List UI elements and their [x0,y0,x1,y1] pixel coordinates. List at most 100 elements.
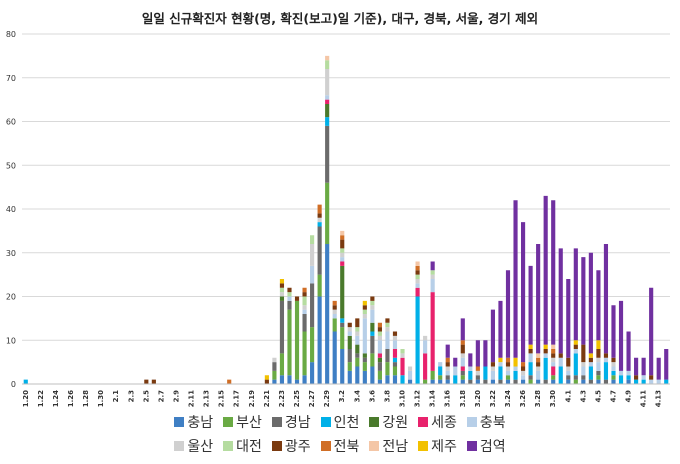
bar-3.24-series-7 [505,366,511,371]
bar-3.4-series-0 [355,366,360,384]
bar-4.2-series-6 [573,349,578,354]
bar-3.16-series-0 [445,379,450,384]
bar-2.22-series-2 [272,362,277,371]
bar-4.2-series-3 [573,353,578,376]
bar-3.20-series-13 [475,340,480,367]
bar-4.5-series-9 [596,349,601,358]
x-tick-label-30: 3.20 [474,390,482,407]
bar-3.14-series-5 [430,292,435,371]
bar-4.7-series-9 [611,357,616,363]
bar-3.28-series-13 [536,244,541,354]
bar-3.1-series-10 [332,300,337,306]
bar-3.27-series-2 [528,375,533,380]
bar-3.14-series-0 [430,379,435,384]
bar-3.15-series-6 [438,362,443,367]
bar-3.2-series-3 [340,318,345,323]
bar-2.23-series-0 [279,375,285,384]
x-tick-label-41: 4.11 [640,390,648,407]
x-tick-label-6: 2.1 [112,390,120,403]
bar-4.11-series-6 [641,375,646,380]
bar-3.7-series-10 [377,322,382,328]
bar-3.6-series-4 [370,322,375,332]
bar-2.29-series-6 [325,95,330,100]
x-tick-label-9: 2.7 [157,390,165,403]
x-tick-label-12: 2.13 [203,390,211,407]
bar-4.3-series-7 [581,362,586,367]
legend-label: 경남 [284,415,311,431]
x-tick-label-34: 3.28 [534,390,542,407]
legend-row-1: 울산 대전 광주 전북 전남 제주 검역 [0,436,680,456]
bar-2.28-series-9 [317,213,322,218]
chart-plot: 0 10 20 30 40 50 60 70 80 1.20 1.22 1.24 1.26 1.28 1.3… [6,30,670,407]
bar-3.16-series-13 [445,344,450,358]
bar-4.5-series-1 [596,375,601,380]
bar-3.14-series-8 [430,270,435,275]
bar-2.23-series-8 [279,287,285,293]
bar-3.7-series-2 [377,362,382,371]
bar-3.6-series-6 [370,309,375,323]
bar-3.5-series-1 [362,362,367,371]
bar-3.22-series-9 [490,362,496,367]
bar-3.13-series-1 [423,379,428,384]
legend-label: 대전 [236,439,262,455]
bar-4.3-series-9 [581,344,586,363]
bar-4.4-series-2 [588,379,593,384]
bar-2.24-series-2 [287,300,292,310]
x-tick-label-11: 2.11 [188,390,196,407]
bar-3.30-series-7 [551,357,556,363]
bar-3.26-series-9 [520,366,526,371]
bar-3.3-series-6 [347,331,352,336]
bar-4.8-series-6 [618,370,624,376]
bar-3.8-series-7 [385,327,390,332]
bar-3.1-series-9 [332,305,337,310]
bar-2.25-series-0 [294,379,300,384]
bar-3.27-series-6 [528,353,533,363]
bar-3.22-series-13 [490,309,496,363]
x-tick-label-29: 3.18 [459,390,467,407]
bar-3.2-series-0 [340,349,345,384]
bar-3.16-series-6 [445,370,450,376]
y-tick-label-8: 80 [6,30,16,39]
bar-3.8-series-6 [385,331,390,349]
bar-2.23-series-1 [279,353,285,376]
bar-3.26-series-6 [520,375,526,380]
bar-3.3-series-0 [347,370,352,384]
bar-2.27-series-8 [310,235,315,244]
bar-3.15-series-0 [438,379,443,384]
bar-3.28-series-7 [536,366,541,371]
legend-swatch [174,441,185,451]
legend-item: 전남 [369,436,408,456]
bar-3.25-series-13 [513,200,518,358]
bar-4.1-series-0 [566,379,571,384]
bar-3.4-series-6 [355,335,360,345]
bar-4.1-series-6 [566,370,571,376]
legend-swatch [418,417,429,427]
bar-3.4-series-2 [355,353,360,358]
bar-3.17-series-3 [453,375,458,384]
bar-3.7-series-0 [377,379,382,384]
bar-4.10-series-3 [634,379,639,384]
x-tick-label-21: 3.2 [338,390,346,403]
legend-swatch [320,417,331,427]
bar-3.22-series-6 [490,370,496,380]
bar-4.7-series-6 [611,366,616,371]
bar-3.12-series-7 [415,279,420,284]
bar-2.28-series-1 [317,274,322,297]
x-tick-label-7: 2.3 [127,390,135,403]
legend-label: 충북 [479,415,506,431]
bar-3.29-series-12 [543,344,548,349]
bar-2.25-series-9 [294,296,300,301]
bar-4.7-series-1 [611,375,616,380]
bar-3.17-series-6 [453,366,458,376]
bar-3.3-series-4 [347,335,352,349]
legend-swatch [418,441,429,451]
bar-3.26-series-0 [520,379,526,384]
bar-2.16-series-10 [227,379,232,384]
bar-2.26-series-7 [302,305,307,310]
bar-3.24-series-10 [505,357,511,363]
legend-label: 검역 [479,439,506,455]
legend-swatch [223,441,234,451]
x-tick-label-39: 4.7 [609,390,617,403]
bar-3.18-series-7 [460,353,465,358]
bar-3.28-series-9 [536,362,541,367]
